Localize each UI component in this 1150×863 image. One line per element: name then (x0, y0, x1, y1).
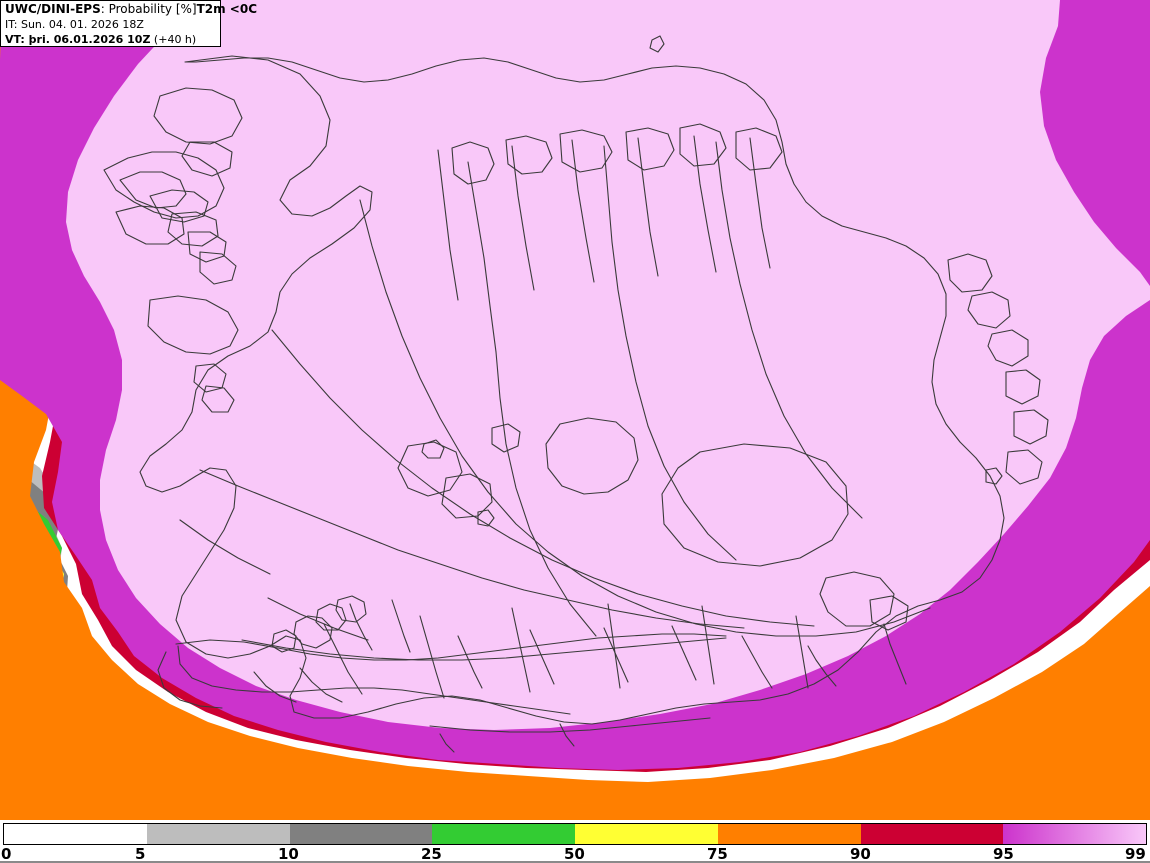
lead-time-value: (+40 h) (150, 33, 197, 46)
model-name: UWC/DINI-EPS (5, 2, 101, 16)
colorbar-gradient-strip (3, 823, 1147, 845)
colorbar-tick-50: 50 (564, 845, 585, 863)
map-info-box: UWC/DINI-EPS: Probability [%]T2m <0C IT:… (0, 0, 257, 47)
colorbar-tick-10: 10 (278, 845, 299, 863)
valid-time-label: VT: (5, 33, 29, 46)
quantity-label: Probability [%] (108, 2, 197, 16)
colorbar-segment-white (4, 824, 147, 844)
init-time-value: Sun. 04. 01. 2026 18Z (20, 18, 144, 31)
colorbar-tick-99: 99 (1125, 845, 1146, 863)
colorbar-tick-90: 90 (850, 845, 871, 863)
info-line-init: IT: Sun. 04. 01. 2026 18Z (5, 17, 217, 32)
colorbar-segment-light-grey (146, 824, 290, 844)
init-time-label: IT: (5, 18, 21, 31)
info-line-valid: VT: þri. 06.01.2026 10Z (+40 h) (5, 32, 217, 47)
colorbar-segment-dark-grey (289, 824, 433, 844)
colorbar-segment-magenta-to-pink-gradient (1003, 824, 1146, 844)
colorbar-segment-yellow (575, 824, 718, 844)
colorbar-tick-labels: 0 5 10 25 50 75 90 95 99 (0, 845, 1150, 863)
colorbar-tick-5: 5 (135, 845, 146, 863)
legend-bottom-rule (0, 861, 1150, 863)
valid-time-value: þri. 06.01.2026 10Z (28, 33, 151, 46)
info-line-title: UWC/DINI-EPS: Probability [%]T2m <0C (5, 2, 257, 17)
map-canvas[interactable]: UWC/DINI-EPS: Probability [%]T2m <0C IT:… (0, 0, 1150, 820)
colorbar-segment-green (432, 824, 575, 844)
colorbar-tick-95: 95 (993, 845, 1014, 863)
colorbar-segment-crimson (860, 824, 1004, 844)
colorbar-tick-25: 25 (421, 845, 442, 863)
colorbar-tick-75: 75 (707, 845, 728, 863)
band-75-orange (0, 0, 1150, 820)
colorbar-tick-0: 0 (1, 845, 12, 863)
parameter-label: T2m <0C (196, 2, 258, 16)
colorbar-segment-orange (717, 824, 861, 844)
title-separator: : (100, 2, 109, 16)
probability-contour-map (0, 0, 1150, 820)
band-99-pink (66, 0, 1150, 730)
iceland-coastline (103, 35, 1049, 753)
colorbar-legend: 0 5 10 25 50 75 90 95 99 (0, 820, 1150, 863)
